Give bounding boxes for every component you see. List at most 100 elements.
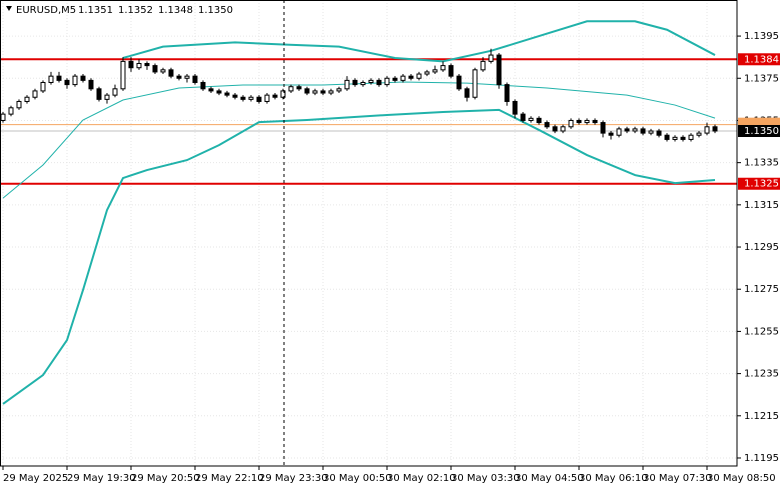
- candle-body: [160, 69, 166, 73]
- candle-body: [288, 86, 294, 92]
- candle-body: [336, 88, 342, 92]
- candle-body: [376, 79, 382, 86]
- candle-body: [216, 90, 222, 94]
- candle-body: [568, 119, 574, 128]
- candle-body: [128, 60, 134, 69]
- y-tick-label: 1.1195: [744, 453, 779, 464]
- candle-body: [520, 113, 526, 121]
- level-tag: [738, 53, 780, 66]
- candle-body: [184, 75, 190, 79]
- candle-body: [144, 62, 150, 67]
- candle-body: [328, 90, 334, 94]
- candle-body: [600, 122, 606, 134]
- candle-body: [240, 96, 246, 100]
- candle-body: [32, 90, 38, 98]
- candle-body: [648, 130, 654, 134]
- x-tick-label: 29 May 19:30: [67, 473, 136, 484]
- candle-body: [224, 92, 230, 96]
- y-tick-label: 1.1235: [744, 369, 779, 380]
- candle-body: [696, 132, 702, 136]
- y-tick-label: 1.1335: [744, 158, 779, 169]
- candle-body: [248, 96, 254, 100]
- candle-body: [368, 79, 374, 83]
- candle-body: [624, 128, 630, 132]
- header-value: 1.1352: [118, 5, 153, 16]
- candle-body: [688, 134, 694, 140]
- y-tick-label: 1.1295: [744, 242, 779, 253]
- bid-tag: [738, 125, 780, 138]
- y-tick-label: 1.1375: [744, 73, 779, 84]
- header-ohlc: 1.1351 1.1352 1.1348 1.1350: [78, 5, 233, 16]
- candle-body: [512, 100, 518, 115]
- candle-body: [632, 128, 638, 132]
- x-tick-label: 30 May 02:10: [387, 473, 456, 484]
- candle-body: [80, 75, 86, 81]
- candle-body: [536, 117, 542, 124]
- candle-body: [304, 88, 310, 94]
- y-tick-label: 1.1215: [744, 411, 779, 422]
- candle-body: [608, 132, 614, 136]
- candle-body: [200, 81, 206, 90]
- candle-body: [264, 94, 270, 102]
- candle-body: [656, 130, 662, 136]
- candle-body: [120, 60, 126, 90]
- header-value: 1.1351: [78, 5, 113, 16]
- candle-body: [208, 88, 214, 92]
- candle-body: [96, 88, 102, 100]
- y-tick-label: 1.1255: [744, 326, 779, 337]
- x-tick-label: 29 May 22:10: [195, 473, 264, 484]
- candle-body: [272, 94, 278, 98]
- candle-body: [456, 75, 462, 90]
- candle-body: [392, 77, 398, 81]
- candle-body: [168, 69, 174, 77]
- y-tick-label: 1.1395: [744, 31, 779, 42]
- candle-body: [312, 90, 318, 94]
- candle-body: [664, 134, 670, 140]
- candle-body: [432, 69, 438, 73]
- chart-title: EURUSD,M5: [16, 5, 76, 16]
- candle-body: [584, 119, 590, 124]
- candle-body: [56, 75, 62, 81]
- candle-body: [360, 81, 366, 86]
- level-tag: [738, 177, 780, 190]
- plot-border: [0, 0, 738, 467]
- x-tick-label: 30 May 06:10: [579, 473, 648, 484]
- bid-label: 1.1350: [744, 126, 779, 137]
- x-tick-label: 30 May 07:30: [643, 473, 712, 484]
- band-line: [2, 108, 716, 405]
- level-label: 1.1384: [744, 54, 779, 65]
- candle-body: [488, 54, 494, 62]
- candle-body: [72, 75, 78, 86]
- menu-arrow[interactable]: [6, 6, 12, 11]
- x-tick-label: 30 May 00:50: [323, 473, 392, 484]
- candle-body: [384, 77, 390, 86]
- y-tick-label: 1.1275: [744, 284, 779, 295]
- candle-body: [504, 84, 510, 102]
- x-tick-label: 30 May 03:30: [451, 473, 520, 484]
- candle-body: [104, 94, 110, 100]
- y-tick-label: 1.1315: [744, 200, 779, 211]
- candle-body: [256, 96, 262, 102]
- candle-body: [704, 126, 710, 134]
- candle-body: [344, 79, 350, 90]
- x-tick-label: 29 May 20:50: [131, 473, 200, 484]
- candle-body: [0, 113, 6, 121]
- candle-body: [552, 126, 558, 132]
- candle-body: [48, 75, 54, 83]
- candle-body: [24, 96, 30, 102]
- candle-body: [544, 122, 550, 128]
- candle-body: [616, 128, 622, 136]
- candle-body: [192, 75, 198, 83]
- candle-body: [464, 88, 470, 98]
- candle-body: [408, 75, 414, 79]
- header-value: 1.1348: [158, 5, 193, 16]
- candle-body: [440, 65, 446, 71]
- plot-area: [0, 0, 737, 466]
- candle-body: [416, 73, 422, 79]
- x-tick-label: 29 May 2025: [3, 473, 68, 484]
- candle-body: [592, 119, 598, 124]
- candle-body: [472, 69, 478, 98]
